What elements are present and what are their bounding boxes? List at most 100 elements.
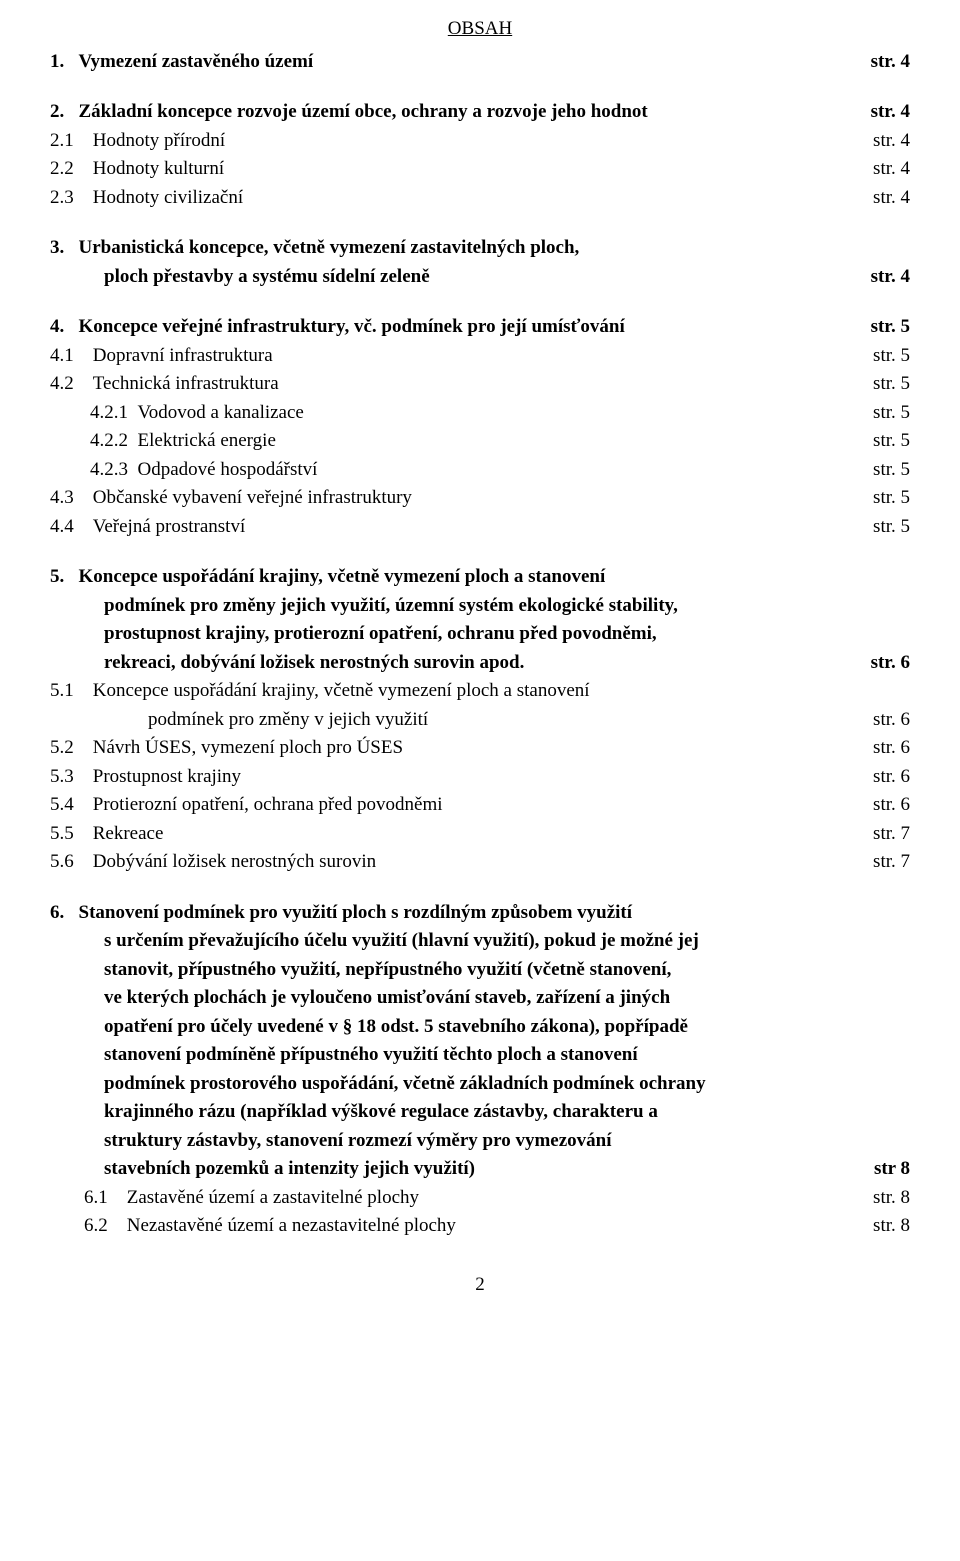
toc-entry-number: 4. — [50, 313, 79, 342]
toc-entry: 6.1 Zastavěné území a zastavitelné ploch… — [50, 1184, 910, 1213]
toc-entry: 5.1 Koncepce uspořádání krajiny, včetně … — [50, 677, 910, 706]
toc-entry-page: str. 5 — [873, 456, 910, 485]
toc-entry-continuation: opatření pro účely uvedené v § 18 odst. … — [50, 1013, 910, 1042]
toc-entry-page: str. 4 — [871, 48, 910, 77]
toc-entry: 2. Základní koncepce rozvoje území obce,… — [50, 98, 910, 127]
toc-entry-number: 1. — [50, 48, 79, 77]
toc-entry-number: 5.4 — [50, 791, 93, 820]
toc-entry: 5.5 Rekreacestr. 7 — [50, 820, 910, 849]
toc-entry-page: str. 5 — [873, 342, 910, 371]
toc-entry-number: 6.2 — [84, 1212, 127, 1241]
toc-entry: 4. Koncepce veřejné infrastruktury, vč. … — [50, 313, 910, 342]
toc-entry-page: str 8 — [874, 1155, 910, 1184]
toc-entry-text: Vodovod a kanalizace — [138, 399, 874, 428]
toc-entry-page: str. 7 — [873, 820, 910, 849]
toc-gap — [50, 877, 910, 899]
toc-entry-continuation: podmínek pro změny jejich využití, územn… — [50, 592, 910, 621]
toc-entry-number: 4.2.2 — [90, 427, 138, 456]
toc-entry-page: str. 4 — [871, 98, 910, 127]
toc-entry-number: 2.3 — [50, 184, 93, 213]
toc-entry-page: str. 6 — [873, 791, 910, 820]
toc-entry-number: 5.5 — [50, 820, 93, 849]
toc-entry-text: Vymezení zastavěného území — [79, 48, 871, 77]
toc-gap — [50, 212, 910, 234]
toc-entry-number: 5.1 — [50, 677, 93, 706]
toc-entry-page: str. 6 — [873, 734, 910, 763]
toc-entry-number: 4.2.1 — [90, 399, 138, 428]
toc-entry-number: 6.1 — [84, 1184, 127, 1213]
toc-entry-page: str. 8 — [873, 1184, 910, 1213]
toc-entry-text: stanovit, přípustného využití, nepřípust… — [104, 956, 910, 985]
toc-entry-continuation: stanovení podmíněně přípustného využití … — [50, 1041, 910, 1070]
toc-entry-number: 4.4 — [50, 513, 93, 542]
toc-entry-text: Elektrická energie — [138, 427, 874, 456]
toc-entry-text: Nezastavěné území a nezastavitelné ploch… — [127, 1212, 873, 1241]
toc-entry: 2.1 Hodnoty přírodnístr. 4 — [50, 127, 910, 156]
toc-entry-continuation: prostupnost krajiny, protierozní opatřen… — [50, 620, 910, 649]
toc-entry-text: podmínek pro změny jejich využití, územn… — [104, 592, 910, 621]
toc-gap — [50, 76, 910, 98]
toc-entry-text: stanovení podmíněně přípustného využití … — [104, 1041, 910, 1070]
toc-entry-page: str. 5 — [873, 513, 910, 542]
toc-entry-text: ploch přestavby a systému sídelní zeleně — [104, 263, 871, 292]
toc-entry-number: 6. — [50, 899, 79, 928]
toc-entry-text: Dobývání ložisek nerostných surovin — [93, 848, 873, 877]
toc-entry-number: 4.1 — [50, 342, 93, 371]
toc-entry-text: Protierozní opatření, ochrana před povod… — [93, 791, 873, 820]
toc-entry-page: str. 4 — [871, 263, 910, 292]
toc-entry: 5.6 Dobývání ložisek nerostných surovins… — [50, 848, 910, 877]
toc-entry-text: opatření pro účely uvedené v § 18 odst. … — [104, 1013, 910, 1042]
toc-entry-continuation: stanovit, přípustného využití, nepřípust… — [50, 956, 910, 985]
toc-entry: 4.4 Veřejná prostranstvístr. 5 — [50, 513, 910, 542]
toc-entry: 5.2 Návrh ÚSES, vymezení ploch pro ÚSESs… — [50, 734, 910, 763]
toc-entry-text: Hodnoty civilizační — [93, 184, 873, 213]
toc-entry-text: Technická infrastruktura — [93, 370, 873, 399]
toc-entry-number: 2.2 — [50, 155, 93, 184]
toc-entry-continuation: ploch přestavby a systému sídelní zeleně… — [50, 263, 910, 292]
toc-entry-text: Hodnoty kulturní — [93, 155, 873, 184]
toc-entry-page: str. 6 — [873, 706, 910, 735]
toc-entry-text: Zastavěné území a zastavitelné plochy — [127, 1184, 873, 1213]
toc-entry-continuation: krajinného rázu (například výškové regul… — [50, 1098, 910, 1127]
toc-entry-text: Návrh ÚSES, vymezení ploch pro ÚSES — [93, 734, 873, 763]
toc-entry-page: str. 8 — [873, 1212, 910, 1241]
toc-entry-page: str. 5 — [871, 313, 910, 342]
toc-entry-page: str. 5 — [873, 370, 910, 399]
toc-entry-number: 2. — [50, 98, 79, 127]
toc-gap — [50, 541, 910, 563]
toc-entry-text: Rekreace — [93, 820, 873, 849]
toc-entry-number: 4.2.3 — [90, 456, 138, 485]
toc-entry-number: 4.3 — [50, 484, 93, 513]
toc-entry-page: str. 4 — [873, 127, 910, 156]
toc-entry-text: Hodnoty přírodní — [93, 127, 873, 156]
toc-entry-text: podmínek prostorového uspořádání, včetně… — [104, 1070, 910, 1099]
page-number: 2 — [50, 1271, 910, 1300]
toc-entry: 4.2 Technická infrastrukturastr. 5 — [50, 370, 910, 399]
toc-entry-text: s určením převažujícího účelu využití (h… — [104, 927, 910, 956]
toc-entry: 5.4 Protierozní opatření, ochrana před p… — [50, 791, 910, 820]
toc-entry-page: str. 6 — [873, 763, 910, 792]
toc-entry-text: prostupnost krajiny, protierozní opatřen… — [104, 620, 910, 649]
toc-entry-number: 5.6 — [50, 848, 93, 877]
toc-entry-page: str. 5 — [873, 484, 910, 513]
toc-entry: 6. Stanovení podmínek pro využití ploch … — [50, 899, 910, 928]
toc-entry-continuation: s určením převažujícího účelu využití (h… — [50, 927, 910, 956]
toc-entry-page: str. 5 — [873, 399, 910, 428]
toc-entry-page: str. 5 — [873, 427, 910, 456]
toc-entry-text: Koncepce veřejné infrastruktury, vč. pod… — [79, 313, 871, 342]
toc-entry-number: 5.3 — [50, 763, 93, 792]
toc-entry-continuation: podmínek pro změny v jejich využitístr. … — [50, 706, 910, 735]
toc-entry-number: 3. — [50, 234, 79, 263]
toc-gap — [50, 291, 910, 313]
toc-entry-text: Urbanistická koncepce, včetně vymezení z… — [79, 234, 911, 263]
toc-entry-text: Prostupnost krajiny — [93, 763, 873, 792]
toc-entry: 2.3 Hodnoty civilizačnístr. 4 — [50, 184, 910, 213]
toc-entry-number: 5.2 — [50, 734, 93, 763]
toc-entry-number: 2.1 — [50, 127, 93, 156]
toc-entry-number: 5. — [50, 563, 79, 592]
toc-entry: 4.3 Občanské vybavení veřejné infrastruk… — [50, 484, 910, 513]
toc-entry-continuation: rekreaci, dobývání ložisek nerostných su… — [50, 649, 910, 678]
toc-entry-text: stavebních pozemků a intenzity jejich vy… — [104, 1155, 874, 1184]
toc-entry: 4.1 Dopravní infrastrukturastr. 5 — [50, 342, 910, 371]
toc-entry-text: Koncepce uspořádání krajiny, včetně vyme… — [93, 677, 910, 706]
